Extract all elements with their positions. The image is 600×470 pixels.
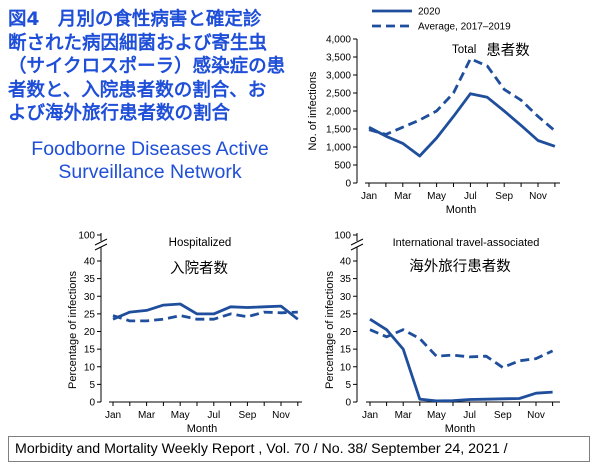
- axis-break-mark: [350, 243, 364, 251]
- y-tick-label: 40: [84, 257, 96, 268]
- y-tick-label: 500: [334, 161, 351, 172]
- title-line: 断された病因細菌および寄生虫: [8, 32, 268, 54]
- y-tick-label: 30: [340, 292, 352, 303]
- x-tick-label: Nov: [529, 191, 547, 202]
- y-tick-label: 20: [84, 327, 96, 338]
- title-line: （サイクロスポーラ）感染症の患: [8, 56, 286, 77]
- title-line: よび海外旅行患者数の割合: [8, 103, 231, 124]
- x-tick-label: Jul: [463, 410, 476, 421]
- y-tick-label: 1,000: [326, 143, 351, 154]
- x-tick-label: Nov: [527, 410, 545, 421]
- panel-title-japanese: 入院者数: [170, 260, 228, 277]
- y-tick-label: 25: [340, 309, 352, 320]
- y-tick-label: 100: [334, 231, 351, 242]
- panel-title-japanese: 患者数: [486, 42, 530, 59]
- x-tick-label: Jul: [464, 191, 477, 202]
- y-axis-title: No. of infections: [307, 71, 319, 150]
- y-axis-title: Percentage of infections: [67, 270, 79, 389]
- axis-break-gap: [352, 241, 362, 247]
- axis-break-mark: [94, 238, 108, 246]
- x-axis-title: Month: [187, 423, 218, 435]
- y-tick-label: 2,000: [326, 107, 351, 118]
- title-line: 図4 月別の食性病害と確定診: [8, 9, 262, 30]
- series-line-2020: [368, 92, 556, 158]
- x-tick-label: Nov: [272, 410, 290, 421]
- series-line-2020: [112, 302, 299, 321]
- axis-break-mark: [94, 243, 108, 251]
- x-tick-label: May: [171, 410, 190, 421]
- y-tick-label: 0: [345, 179, 351, 190]
- x-tick-label: Mar: [138, 410, 156, 421]
- y-tick-label: 4,000: [326, 35, 351, 46]
- y-tick-label: 3,000: [326, 71, 351, 82]
- x-tick-label: Sep: [494, 410, 512, 421]
- x-axis-title: Month: [445, 423, 476, 435]
- series-line-2020: [369, 318, 553, 403]
- title-line: Foodborne Diseases Active: [31, 138, 269, 160]
- y-tick-label: 15: [84, 345, 96, 356]
- x-tick-label: Jan: [362, 410, 378, 421]
- y-tick-label: 10: [84, 362, 96, 373]
- y-tick-label: 35: [340, 274, 352, 285]
- panel-title: Hospitalized: [169, 237, 232, 249]
- y-tick-label: 5: [345, 380, 351, 391]
- citation-footer: Morbidity and Mortality Weekly Report , …: [8, 436, 590, 462]
- x-tick-label: Sep: [495, 191, 513, 202]
- y-tick-label: 2,500: [326, 89, 351, 100]
- y-tick-label: 15: [340, 345, 352, 356]
- axis-break-mark: [350, 238, 364, 246]
- y-tick-label: 0: [345, 398, 351, 409]
- x-tick-label: Mar: [395, 410, 413, 421]
- axis-break-gap: [96, 241, 106, 247]
- series-line-average: [368, 57, 556, 136]
- y-tick-label: 40: [340, 257, 352, 268]
- x-tick-label: Mar: [394, 191, 412, 202]
- title-line: Surveillance Network: [58, 161, 242, 183]
- y-tick-label: 10: [340, 362, 352, 373]
- x-tick-label: May: [427, 410, 446, 421]
- y-tick-label: 35: [84, 274, 96, 285]
- panel-title: Total: [452, 44, 476, 56]
- y-tick-label: 3,500: [326, 53, 351, 64]
- y-tick-label: 20: [340, 327, 352, 338]
- y-axis-title: Percentage of infections: [324, 270, 336, 389]
- panel-title: International travel-associated: [393, 237, 540, 249]
- y-tick-label: 100: [78, 231, 95, 242]
- x-tick-label: Jan: [361, 191, 377, 202]
- x-tick-label: Sep: [239, 410, 257, 421]
- figure-title-english: Foodborne Diseases Active Surveillance N…: [0, 138, 300, 184]
- x-tick-label: May: [427, 191, 446, 202]
- legend-label-2020: 2020: [418, 7, 441, 18]
- y-tick-label: 1,500: [326, 125, 351, 136]
- x-tick-label: Jul: [207, 410, 220, 421]
- x-axis-title: Month: [446, 204, 477, 216]
- y-tick-label: 5: [89, 380, 95, 391]
- legend-label-average: Average, 2017–2019: [418, 22, 511, 33]
- y-tick-label: 25: [84, 309, 96, 320]
- panel-title-japanese: 海外旅行患者数: [409, 258, 511, 275]
- title-line: 者数と、入院患者数の割合、お: [8, 79, 267, 101]
- y-tick-label: 0: [89, 398, 95, 409]
- series-line-average: [369, 328, 554, 369]
- figure-title-japanese: 図4 月別の食性病害と確定診 断された病因細菌および寄生虫 （サイクロスポーラ）…: [8, 8, 308, 126]
- series-line-average: [112, 310, 298, 323]
- x-tick-label: Jan: [105, 410, 121, 421]
- y-tick-label: 30: [84, 292, 96, 303]
